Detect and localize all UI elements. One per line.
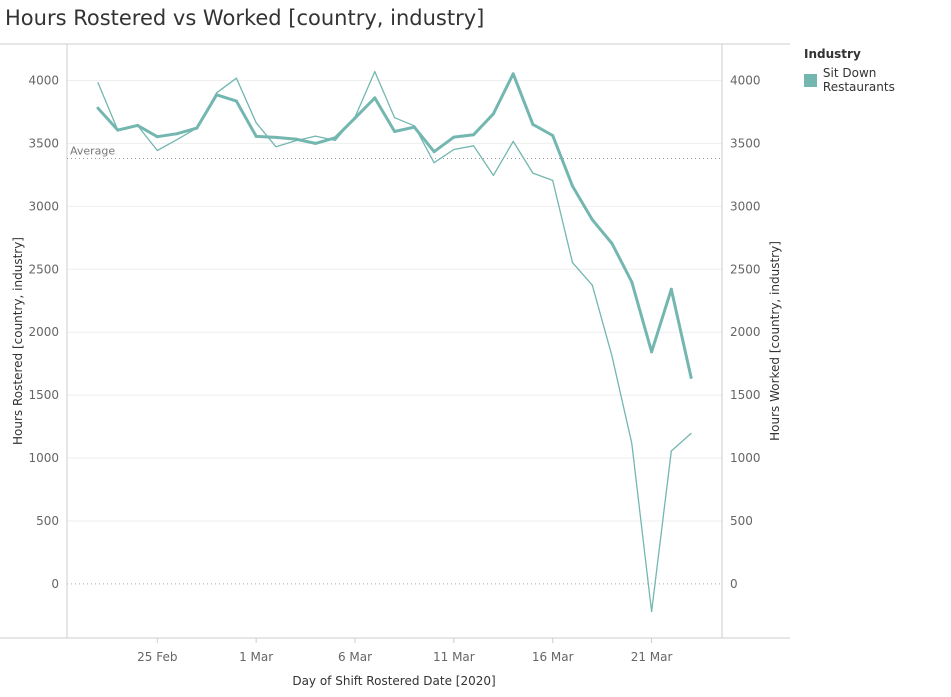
data-point <box>97 82 99 84</box>
data-point <box>175 132 179 136</box>
data-point <box>630 280 634 284</box>
y-tick-label-right: 1500 <box>730 388 761 402</box>
data-point <box>472 133 476 137</box>
data-point <box>492 174 494 176</box>
y-tick-label-left: 1500 <box>28 388 59 402</box>
data-point <box>491 112 495 116</box>
data-point <box>136 124 139 127</box>
y-tick-label-right: 1000 <box>730 451 761 465</box>
data-point <box>216 92 218 94</box>
y-tick-label-left: 1000 <box>28 451 59 465</box>
y-tick-label-right: 2500 <box>730 262 761 276</box>
y-tick-label-left: 0 <box>51 577 59 591</box>
average-label: Average <box>70 145 115 158</box>
series-line-worked <box>97 70 692 613</box>
data-point <box>433 162 435 164</box>
data-point <box>393 129 397 133</box>
data-point <box>570 184 574 188</box>
x-tick-label: 21 Mar <box>631 650 673 664</box>
data-point <box>295 140 297 142</box>
data-point <box>512 140 514 143</box>
data-point <box>552 179 554 182</box>
x-axis-title: Day of Shift Rostered Date [2020] <box>292 674 495 688</box>
x-tick-label: 25 Feb <box>137 650 177 664</box>
y-axis-title-right: Hours Worked [country, industry] <box>768 241 782 441</box>
x-tick-label: 6 Mar <box>338 650 372 664</box>
legend-title: Industry <box>804 47 861 61</box>
data-point <box>532 172 534 174</box>
data-point <box>611 355 613 357</box>
data-point <box>473 145 475 147</box>
y-tick-label-left: 4000 <box>28 73 59 87</box>
data-point <box>591 284 593 286</box>
data-point <box>294 137 298 141</box>
chart-title: Hours Rostered vs Worked [country, indus… <box>5 6 485 30</box>
data-point <box>413 125 415 127</box>
data-point <box>669 287 673 291</box>
data-point <box>631 442 633 445</box>
y-tick-label-right: 0 <box>730 577 738 591</box>
legend-label: Sit Down Restaurants <box>822 66 895 94</box>
data-point <box>571 261 574 264</box>
data-point <box>155 135 159 139</box>
data-point <box>452 135 456 139</box>
data-point <box>156 149 158 152</box>
data-point <box>432 150 436 154</box>
data-point <box>255 122 257 124</box>
legend-swatch <box>804 73 817 87</box>
y-axis-title-left: Hours Rostered [country, industry] <box>11 237 25 445</box>
data-point <box>610 241 614 245</box>
data-point <box>235 77 237 79</box>
x-tick-label: 11 Mar <box>433 650 475 664</box>
data-point <box>234 99 238 103</box>
data-point <box>670 450 672 452</box>
data-point <box>354 116 356 118</box>
y-tick-label-left: 2500 <box>28 262 59 276</box>
y-tick-label-right: 500 <box>730 514 753 528</box>
data-point <box>689 375 693 379</box>
data-point <box>690 432 692 434</box>
y-tick-label-left: 500 <box>36 514 59 528</box>
y-tick-label-left: 3000 <box>28 199 59 213</box>
y-tick-label-left: 2000 <box>28 325 59 339</box>
y-tick-label-right: 4000 <box>730 73 761 87</box>
y-tick-label-right: 3000 <box>730 199 761 213</box>
data-point <box>374 70 376 73</box>
legend-item[interactable]: Sit Down Restaurants <box>804 66 951 94</box>
data-point <box>313 141 317 145</box>
y-tick-label-right: 2000 <box>730 325 761 339</box>
data-point <box>96 106 100 110</box>
data-point <box>373 96 377 100</box>
data-point <box>275 146 277 148</box>
data-point <box>393 117 396 119</box>
data-point <box>314 135 317 137</box>
data-point <box>117 129 119 131</box>
data-point <box>531 122 535 126</box>
data-point <box>650 610 653 613</box>
data-point <box>551 133 555 137</box>
data-point <box>453 148 455 151</box>
x-tick-label: 1 Mar <box>239 650 273 664</box>
data-point <box>590 218 594 222</box>
data-point <box>196 127 198 129</box>
y-tick-label-right: 3500 <box>730 136 761 150</box>
x-tick-label: 16 Mar <box>532 650 574 664</box>
y-tick-label-left: 3500 <box>28 136 59 150</box>
data-point <box>511 72 515 76</box>
data-point <box>650 350 654 354</box>
data-point <box>176 139 178 141</box>
data-point <box>334 139 336 141</box>
data-point <box>274 135 278 139</box>
data-point <box>254 134 258 138</box>
